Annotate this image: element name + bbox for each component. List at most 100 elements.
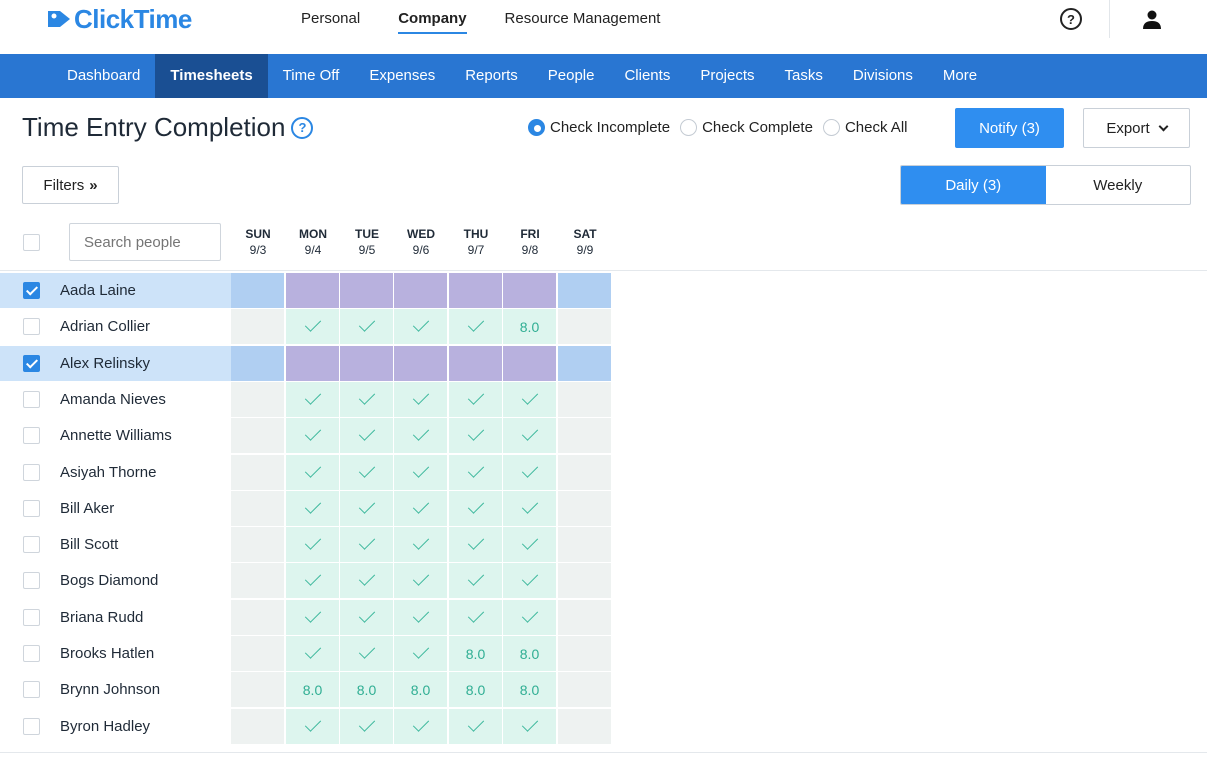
day-cell-fri[interactable]: 8.0 [503, 672, 556, 707]
day-cell-wed[interactable]: 8.0 [394, 672, 447, 707]
radio-check-incomplete[interactable]: Check Incomplete [528, 119, 670, 136]
radio-button[interactable] [822, 119, 840, 136]
day-cell-tue[interactable] [340, 273, 393, 308]
day-cell-mon[interactable] [286, 563, 339, 598]
day-cell-sun[interactable] [231, 491, 284, 526]
day-cell-fri[interactable]: 8.0 [503, 636, 556, 671]
person-checkbox[interactable] [23, 282, 40, 299]
nav-tab-projects[interactable]: Projects [700, 67, 755, 84]
day-cell-sat[interactable] [558, 636, 611, 671]
day-cell-mon[interactable] [286, 309, 339, 344]
export-button[interactable]: Export [1083, 108, 1190, 148]
day-cell-tue[interactable] [340, 491, 393, 526]
day-cell-fri[interactable]: 8.0 [503, 309, 556, 344]
day-cell-wed[interactable] [394, 309, 447, 344]
day-cell-wed[interactable] [394, 273, 447, 308]
day-cell-mon[interactable] [286, 455, 339, 490]
person-checkbox[interactable] [23, 427, 40, 444]
day-cell-tue[interactable] [340, 636, 393, 671]
day-cell-thu[interactable] [449, 563, 502, 598]
day-cell-fri[interactable] [503, 527, 556, 562]
person-cell[interactable]: Brooks Hatlen [0, 636, 231, 671]
day-cell-thu[interactable] [449, 527, 502, 562]
day-cell-sun[interactable] [231, 600, 284, 635]
person-checkbox[interactable] [23, 464, 40, 481]
top-nav-personal[interactable]: Personal [301, 10, 361, 27]
person-cell[interactable]: Byron Hadley [0, 709, 231, 744]
person-cell[interactable]: Adrian Collier [0, 309, 231, 344]
day-cell-sun[interactable] [231, 346, 284, 381]
day-cell-mon[interactable] [286, 527, 339, 562]
search-people-input[interactable] [69, 223, 221, 261]
top-nav-company[interactable]: Company [398, 10, 467, 34]
day-cell-thu[interactable]: 8.0 [449, 636, 502, 671]
day-cell-thu[interactable] [449, 418, 502, 453]
day-cell-sat[interactable] [558, 563, 611, 598]
day-cell-tue[interactable] [340, 527, 393, 562]
nav-tab-clients[interactable]: Clients [624, 67, 671, 84]
day-cell-sat[interactable] [558, 600, 611, 635]
day-cell-wed[interactable] [394, 346, 447, 381]
notify-button[interactable]: Notify (3) [955, 108, 1064, 148]
day-cell-fri[interactable] [503, 455, 556, 490]
day-cell-sat[interactable] [558, 672, 611, 707]
day-cell-wed[interactable] [394, 418, 447, 453]
nav-tab-reports[interactable]: Reports [465, 67, 518, 84]
day-cell-mon[interactable]: 8.0 [286, 672, 339, 707]
day-cell-mon[interactable] [286, 382, 339, 417]
person-checkbox[interactable] [23, 355, 40, 372]
person-checkbox[interactable] [23, 500, 40, 517]
day-cell-sun[interactable] [231, 672, 284, 707]
user-icon[interactable] [1143, 10, 1161, 30]
day-cell-sun[interactable] [231, 636, 284, 671]
day-cell-mon[interactable] [286, 491, 339, 526]
day-cell-sun[interactable] [231, 709, 284, 744]
day-cell-sun[interactable] [231, 455, 284, 490]
nav-tab-tasks[interactable]: Tasks [784, 67, 823, 84]
person-cell[interactable]: Alex Relinsky [0, 346, 231, 381]
nav-tab-timesheets[interactable]: Timesheets [155, 54, 268, 98]
day-cell-sun[interactable] [231, 273, 284, 308]
clicktime-logo[interactable]: ClickTime [46, 2, 192, 36]
person-checkbox[interactable] [23, 536, 40, 553]
person-checkbox[interactable] [23, 718, 40, 735]
day-cell-sun[interactable] [231, 527, 284, 562]
day-cell-tue[interactable] [340, 455, 393, 490]
view-tab-daily[interactable]: Daily (3) [901, 166, 1046, 204]
radio-check-complete[interactable]: Check Complete [680, 119, 813, 136]
day-cell-sat[interactable] [558, 455, 611, 490]
day-cell-fri[interactable] [503, 346, 556, 381]
day-cell-tue[interactable] [340, 309, 393, 344]
day-cell-fri[interactable] [503, 382, 556, 417]
person-checkbox[interactable] [23, 609, 40, 626]
help-circle-icon[interactable]: ? [291, 116, 314, 139]
view-tab-weekly[interactable]: Weekly [1093, 176, 1143, 194]
day-cell-thu[interactable] [449, 273, 502, 308]
day-cell-sun[interactable] [231, 309, 284, 344]
day-cell-fri[interactable] [503, 709, 556, 744]
day-cell-wed[interactable] [394, 600, 447, 635]
day-cell-sun[interactable] [231, 563, 284, 598]
person-checkbox[interactable] [23, 391, 40, 408]
nav-tab-people[interactable]: People [547, 67, 595, 84]
day-cell-tue[interactable] [340, 382, 393, 417]
person-cell[interactable]: Aada Laine [0, 273, 231, 308]
day-cell-thu[interactable] [449, 346, 502, 381]
day-cell-thu[interactable] [449, 382, 502, 417]
day-cell-thu[interactable]: 8.0 [449, 672, 502, 707]
day-cell-mon[interactable] [286, 636, 339, 671]
day-cell-wed[interactable] [394, 455, 447, 490]
day-cell-fri[interactable] [503, 600, 556, 635]
radio-button[interactable] [680, 119, 698, 136]
top-nav-resource-management[interactable]: Resource Management [504, 10, 661, 27]
day-cell-mon[interactable] [286, 600, 339, 635]
select-all-checkbox[interactable] [23, 234, 40, 251]
day-cell-fri[interactable] [503, 563, 556, 598]
day-cell-sat[interactable] [558, 709, 611, 744]
day-cell-thu[interactable] [449, 455, 502, 490]
radio-button[interactable] [528, 119, 545, 136]
person-cell[interactable]: Briana Rudd [0, 600, 231, 635]
day-cell-sat[interactable] [558, 491, 611, 526]
nav-tab-time-off[interactable]: Time Off [282, 67, 340, 84]
day-cell-fri[interactable] [503, 418, 556, 453]
